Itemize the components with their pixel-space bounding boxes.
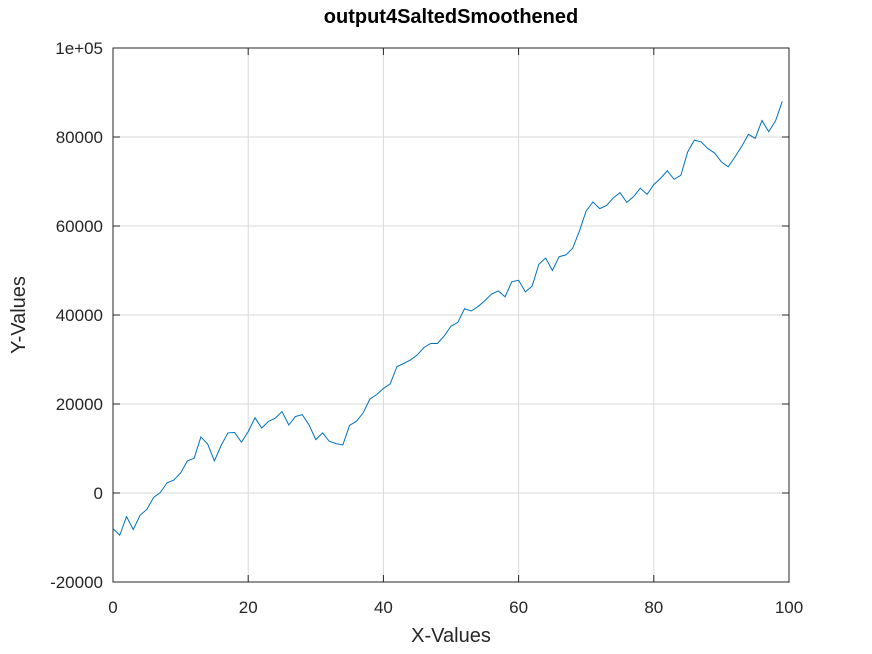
chart-title: output4SaltedSmoothened	[324, 6, 578, 28]
y-tick-label: 60000	[56, 217, 103, 236]
series-layer	[112, 101, 783, 537]
x-axis-label: X-Values	[411, 625, 491, 647]
x-tick-label: 0	[108, 598, 117, 617]
series-line	[112, 101, 783, 537]
y-tick-label: -20000	[50, 573, 103, 592]
x-tick-label: 80	[644, 598, 663, 617]
y-tick-label: 80000	[56, 128, 103, 147]
x-axis-tick-labels: 0 20 40 60 80 100	[108, 598, 803, 617]
x-tick-label: 40	[374, 598, 393, 617]
x-tick-label: 60	[509, 598, 528, 617]
y-axis-label: Y-Values	[8, 276, 30, 354]
y-axis-tick-labels: -20000 0 20000 40000 60000 80000 1e+05	[50, 39, 103, 592]
axis-ticks	[112, 47, 790, 583]
x-tick-label: 100	[775, 598, 803, 617]
y-tick-label: 1e+05	[55, 39, 103, 58]
y-tick-label: 20000	[56, 395, 103, 414]
y-tick-label: 0	[94, 484, 103, 503]
x-tick-label: 20	[239, 598, 258, 617]
grid	[112, 47, 790, 583]
y-tick-label: 40000	[56, 306, 103, 325]
